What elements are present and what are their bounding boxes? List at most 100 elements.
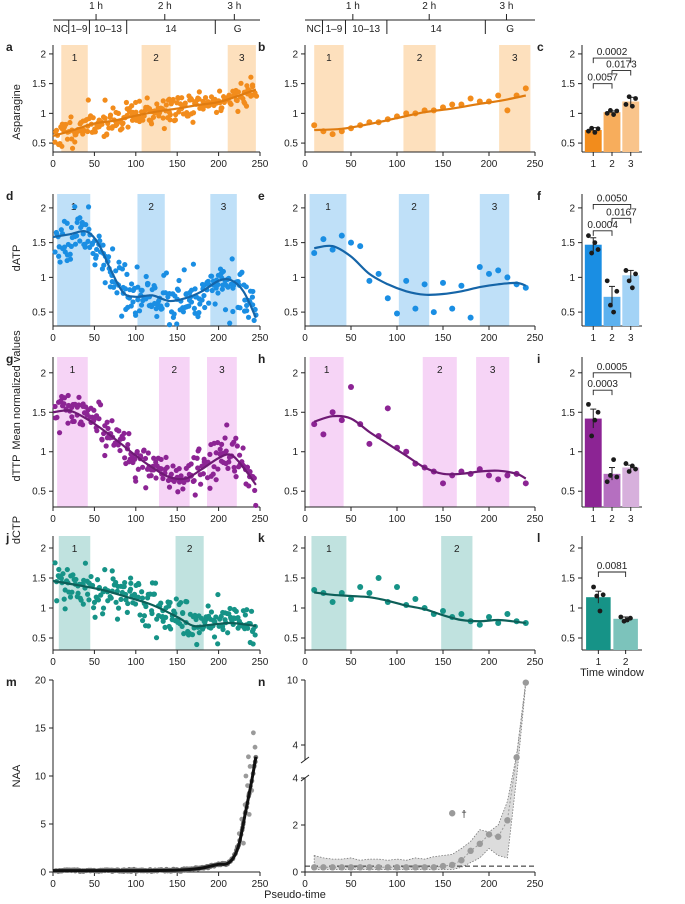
p-value-2: 0.0173 (606, 60, 637, 71)
data-point (522, 480, 529, 487)
left-stage-label-2: 10–13 (94, 24, 122, 35)
data-point (77, 238, 83, 244)
data-point (94, 428, 100, 434)
data-point (151, 591, 157, 597)
replicate-point (626, 94, 632, 100)
data-point (186, 303, 192, 309)
x-tick-label-2: 2 (609, 333, 615, 344)
trend-line (52, 409, 257, 486)
x-tick-label-1: 1 (596, 657, 602, 668)
x-tick-label: 50 (345, 159, 357, 170)
x-tick-label: 200 (210, 879, 227, 890)
x-tick-label: 200 (481, 514, 498, 525)
data-point (196, 310, 202, 316)
panel-h-dttp-mean: h 1 2 3 0.5 1 1.5 2 0 50 100 150 200 250 (258, 352, 544, 525)
data-point (476, 263, 483, 270)
data-point (102, 280, 108, 286)
y-tick-label: 0.5 (32, 139, 46, 150)
data-point (125, 600, 131, 607)
data-point (235, 89, 241, 95)
data-point (139, 589, 145, 595)
x-tick-label: 150 (169, 879, 186, 890)
data-point (195, 465, 201, 471)
time-window-label-1: 1 (70, 365, 76, 376)
data-point (153, 475, 159, 481)
data-point (504, 472, 511, 479)
data-point (103, 443, 109, 449)
data-point (135, 594, 141, 600)
data-point (230, 308, 236, 315)
bar-1 (584, 418, 602, 507)
median-point (430, 864, 437, 871)
data-point (125, 441, 131, 448)
panel-letter-f: f (537, 189, 542, 203)
data-point (96, 416, 102, 422)
data-point (250, 288, 256, 295)
x-tick-label: 0 (302, 514, 308, 525)
data-point (329, 409, 336, 416)
significance-bracket (592, 57, 632, 64)
data-point (80, 422, 86, 428)
data-point (64, 566, 70, 573)
ylabel-datp: dATP (11, 245, 23, 272)
replicate-point (623, 268, 629, 273)
replicate-point (592, 417, 598, 423)
data-point (102, 97, 108, 103)
y-tick-label: 0 (40, 868, 46, 879)
median-point (449, 861, 456, 869)
data-point (68, 114, 74, 120)
x-tick-label: 200 (481, 159, 498, 170)
data-point (129, 103, 135, 109)
data-point (85, 97, 91, 103)
y-tick-label: 1.5 (561, 238, 575, 249)
x-tick-label: 150 (169, 657, 186, 668)
data-point (213, 109, 220, 116)
y-tick-label: 0.5 (284, 634, 298, 645)
data-point (85, 128, 91, 135)
data-point (70, 572, 76, 578)
x-tick-label: 50 (89, 333, 101, 344)
data-point (61, 596, 67, 602)
time-window-label-3: 3 (512, 53, 518, 64)
x-tick-label: 200 (481, 657, 498, 668)
data-point (143, 485, 149, 491)
data-point (120, 120, 126, 126)
data-point (199, 297, 205, 303)
x-tick-label: 100 (127, 514, 144, 525)
data-point-outlier (252, 744, 258, 750)
data-point (122, 286, 128, 292)
data-point (94, 577, 101, 583)
x-tick-label: 0 (302, 879, 308, 890)
x-tick-label: 250 (252, 514, 269, 525)
data-point (139, 595, 146, 601)
data-point (180, 610, 186, 616)
panel-letter-j: j (5, 531, 9, 545)
time-window-label-2: 2 (148, 202, 154, 213)
data-point (194, 455, 200, 461)
p-value-2: 0.0005 (597, 362, 628, 373)
left-stage-label-3: 14 (165, 24, 177, 35)
ylabel-dctp: dCTP (11, 516, 23, 544)
data-point (105, 425, 111, 432)
data-point (161, 125, 167, 132)
data-point (126, 431, 132, 437)
significance-bracket (592, 389, 613, 396)
x-tick-label: 0 (50, 159, 56, 170)
data-point (366, 590, 373, 596)
data-point (92, 129, 98, 135)
x-tick-label: 0 (50, 879, 56, 890)
data-point (144, 95, 150, 101)
replicate-point (592, 240, 598, 246)
x-tick-label: 200 (210, 514, 227, 525)
data-point (117, 447, 123, 454)
data-point (215, 591, 221, 598)
data-point (215, 282, 221, 288)
median-point (375, 864, 382, 871)
data-point (168, 471, 174, 477)
data-point (152, 580, 159, 586)
y-tick-label: 2 (40, 203, 46, 214)
data-point (234, 443, 240, 449)
x-tick-label: 50 (345, 879, 357, 890)
data-point (160, 98, 166, 104)
